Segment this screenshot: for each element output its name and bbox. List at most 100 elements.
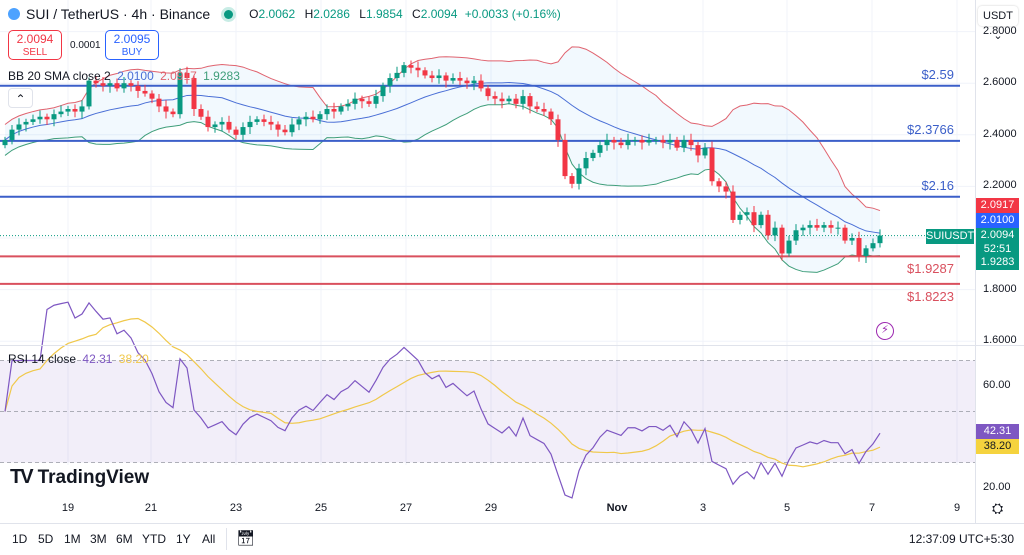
candle-body xyxy=(660,139,666,143)
settings-icon[interactable]: ⛭ xyxy=(992,500,1004,516)
toolbar-divider xyxy=(226,528,227,550)
time-axis-label: 3 xyxy=(699,502,707,514)
rsi-axis-label: 20.00 xyxy=(983,481,1011,493)
candle xyxy=(268,115,274,131)
candle-body xyxy=(72,109,78,112)
candle-body xyxy=(366,101,372,104)
candle xyxy=(429,70,435,83)
candle xyxy=(401,62,407,78)
candle-body xyxy=(471,80,477,84)
range-button-1m[interactable]: 1M xyxy=(64,532,81,546)
range-button-ytd[interactable]: YTD xyxy=(142,532,166,546)
go-to-date-icon[interactable]: 📅︎ xyxy=(236,530,256,547)
candle-body xyxy=(282,129,288,133)
candle-body xyxy=(527,96,533,107)
candle xyxy=(674,136,680,151)
horizontal-line-label: $2.16 xyxy=(921,177,954,193)
bb-upper-tag: 2.0917 xyxy=(976,198,1019,213)
candle xyxy=(226,115,232,133)
symbol-title[interactable]: SUI / TetherUS · 4h · Binance xyxy=(26,6,211,22)
candle xyxy=(289,118,295,137)
candle xyxy=(352,92,358,110)
candle-body xyxy=(415,67,421,71)
candle xyxy=(555,114,561,147)
candle xyxy=(387,73,393,93)
candle-body xyxy=(149,93,155,99)
candle xyxy=(653,136,659,145)
range-button-5d[interactable]: 5D xyxy=(38,532,54,546)
candle xyxy=(170,108,176,118)
candle-body xyxy=(478,80,484,89)
candle xyxy=(485,85,491,101)
candle-body xyxy=(646,139,652,143)
candle-body xyxy=(639,139,645,143)
rsi-legend[interactable]: RSI 14 close 42.31 38.20 xyxy=(8,352,149,366)
candle xyxy=(408,60,414,74)
candle-body xyxy=(534,106,540,109)
range-button-1y[interactable]: 1Y xyxy=(176,532,191,546)
candle xyxy=(520,89,526,110)
candle-body xyxy=(723,186,729,192)
sell-button[interactable]: 2.0094 SELL xyxy=(8,30,62,60)
range-button-1d[interactable]: 1D xyxy=(12,532,28,546)
range-button-all[interactable]: All xyxy=(202,532,216,546)
time-axis-label: 7 xyxy=(868,502,876,514)
candle-body xyxy=(394,72,400,79)
candles xyxy=(2,60,883,264)
candle-body xyxy=(632,139,638,141)
candle xyxy=(457,71,463,86)
range-button-3m[interactable]: 3M xyxy=(90,532,107,546)
candle-body xyxy=(576,168,582,184)
candle-body xyxy=(709,147,715,182)
candle-body xyxy=(268,121,274,125)
time-axis-label: 29 xyxy=(484,502,498,514)
candle-body xyxy=(429,75,435,79)
time-axis-label: 9 xyxy=(953,502,961,514)
rsi-axis-label: 60.00 xyxy=(983,379,1011,391)
candle xyxy=(86,77,92,110)
horizontal-line-label: $2.59 xyxy=(921,66,954,82)
candle xyxy=(2,136,8,149)
candle xyxy=(345,99,351,111)
candle-body xyxy=(667,139,673,143)
candle-body xyxy=(604,139,610,146)
bb-legend[interactable]: BB 20 SMA close 2 2.0100 2.0917 1.9283 xyxy=(8,69,240,83)
candle xyxy=(548,108,554,125)
symbol-tag: SUIUSDT xyxy=(926,229,975,244)
candle xyxy=(737,211,743,225)
candle-body xyxy=(331,109,337,112)
candle-body xyxy=(247,121,253,128)
candle xyxy=(142,84,148,97)
candle-body xyxy=(555,119,561,140)
collapse-legend-button[interactable]: ⌃ xyxy=(8,88,33,108)
candle-body xyxy=(485,88,491,97)
candle-body xyxy=(653,139,659,141)
candle xyxy=(716,178,722,193)
candle xyxy=(324,104,330,120)
candle xyxy=(723,181,729,199)
candle-body xyxy=(793,230,799,241)
time-axis-label: 25 xyxy=(314,502,328,514)
currency-selector[interactable]: USDT ⌄ xyxy=(978,6,1018,42)
candle xyxy=(275,121,281,137)
range-button-6m[interactable]: 6M xyxy=(116,532,133,546)
candle-body xyxy=(443,75,449,81)
candle xyxy=(296,116,302,131)
candle-body xyxy=(828,225,834,228)
candle-body xyxy=(702,147,708,156)
pane-divider[interactable] xyxy=(0,345,1024,346)
tradingview-logo[interactable]: TV TradingView xyxy=(10,466,150,488)
horizontal-line-label: $2.3766 xyxy=(907,121,954,137)
clock[interactable]: 12:37:09 UTC+5:30 xyxy=(908,532,1014,546)
chart-canvas[interactable] xyxy=(0,0,975,523)
candle-body xyxy=(58,111,64,115)
chart-header: SUI / TetherUS · 4h · Binance O2.0062 H2… xyxy=(8,6,561,22)
price-axis-label: 2.2000 xyxy=(983,179,1017,192)
candle-body xyxy=(233,129,239,135)
candle xyxy=(492,91,498,105)
lightning-icon[interactable]: ⚡︎ xyxy=(876,322,894,340)
buy-button[interactable]: 2.0095 BUY xyxy=(105,30,159,60)
bar-countdown: 52:51 xyxy=(983,242,1012,255)
candle-body xyxy=(9,129,15,140)
candle xyxy=(464,77,470,89)
